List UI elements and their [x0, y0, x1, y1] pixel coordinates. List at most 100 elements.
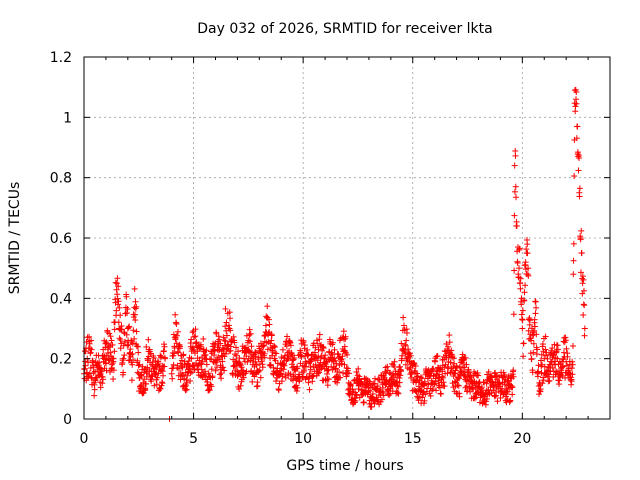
data-point [402, 361, 409, 368]
data-point [202, 371, 209, 378]
data-point [185, 358, 192, 365]
data-point [525, 316, 532, 323]
data-point [113, 286, 120, 293]
data-point [187, 377, 194, 384]
data-point [386, 369, 393, 376]
data-point [287, 371, 294, 378]
data-point [429, 386, 436, 393]
data-point [275, 387, 282, 394]
data-point [538, 351, 545, 358]
data-point [120, 369, 127, 376]
data-point [99, 380, 106, 387]
data-point [188, 336, 195, 343]
data-point [231, 351, 238, 358]
data-point [201, 372, 208, 379]
data-point [531, 327, 538, 334]
data-point [570, 342, 577, 349]
data-point [259, 364, 266, 371]
data-point [542, 333, 549, 340]
data-point [543, 349, 550, 356]
data-point [441, 383, 448, 390]
data-point [206, 387, 213, 394]
data-point [562, 337, 569, 344]
x-tick-label: 5 [189, 431, 198, 447]
data-point [366, 387, 373, 394]
data-point [194, 362, 201, 369]
data-point [83, 339, 90, 346]
data-point [368, 403, 375, 410]
data-point [454, 382, 461, 389]
data-point [177, 360, 184, 367]
data-point [560, 363, 567, 370]
data-point [267, 361, 274, 368]
data-point [530, 340, 537, 347]
data-point [155, 370, 162, 377]
data-point [181, 358, 188, 365]
data-point [456, 375, 463, 382]
data-point [175, 349, 182, 356]
data-point [338, 360, 345, 367]
data-point [324, 370, 331, 377]
data-point [400, 314, 407, 321]
data-point [529, 332, 536, 339]
data-point [256, 367, 263, 374]
data-point [127, 346, 134, 353]
data-point [342, 333, 349, 340]
data-point [81, 365, 88, 372]
data-point [517, 285, 524, 292]
data-point [212, 357, 219, 364]
x-tick-label: 20 [513, 431, 531, 447]
data-point [222, 323, 229, 330]
data-point [421, 397, 428, 404]
data-point [458, 368, 465, 375]
data-point [113, 307, 120, 314]
data-point [197, 341, 204, 348]
data-point [253, 383, 260, 390]
data-point [290, 356, 297, 363]
data-point [237, 382, 244, 389]
data-point [120, 355, 127, 362]
data-point [456, 393, 463, 400]
data-point [433, 387, 440, 394]
data-point [530, 329, 537, 336]
data-point [151, 382, 158, 389]
data-point [375, 376, 382, 383]
data-point [408, 369, 415, 376]
data-point [278, 378, 285, 385]
data-point [501, 379, 508, 386]
data-point [205, 370, 212, 377]
data-point [110, 376, 117, 383]
data-point [396, 363, 403, 370]
data-point [246, 338, 253, 345]
data-point [111, 348, 118, 355]
data-point [485, 368, 492, 375]
data-point [531, 323, 538, 330]
data-point [344, 351, 351, 358]
data-point [334, 379, 341, 386]
data-point [532, 310, 539, 317]
data-point [512, 183, 519, 190]
data-point [196, 357, 203, 364]
data-point [150, 354, 157, 361]
data-point [533, 331, 540, 338]
data-point [212, 367, 219, 374]
data-point [333, 360, 340, 367]
data-point [395, 383, 402, 390]
data-point [413, 377, 420, 384]
data-point [504, 377, 511, 384]
data-point [540, 377, 547, 384]
data-point [273, 350, 280, 357]
data-point [569, 358, 576, 365]
data-point [301, 342, 308, 349]
data-point [177, 376, 184, 383]
data-point [117, 345, 124, 352]
data-point [315, 346, 322, 353]
data-point [268, 337, 275, 344]
data-point [194, 366, 201, 373]
data-point [186, 363, 193, 370]
data-point [109, 360, 116, 367]
data-point [261, 350, 268, 357]
data-point [131, 335, 138, 342]
data-point [140, 369, 147, 376]
data-point [87, 350, 94, 357]
